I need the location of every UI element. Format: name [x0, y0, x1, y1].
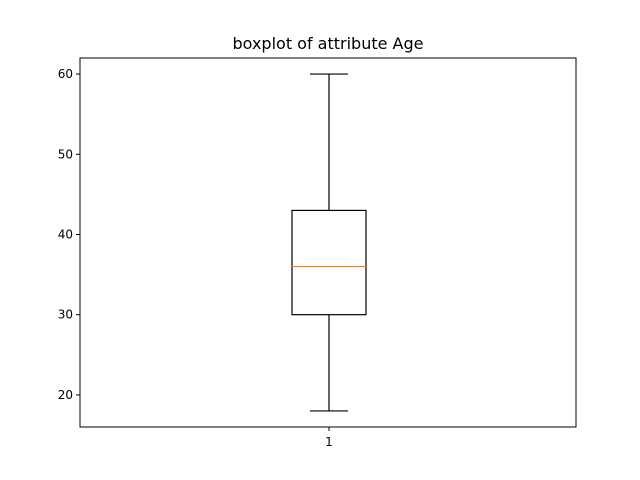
x-tick-label: 1: [325, 435, 333, 449]
x-axis: 1: [325, 427, 333, 449]
plot-area-frame: [79, 57, 577, 428]
y-tick-label: 50: [58, 147, 73, 161]
y-tick-label: 40: [58, 227, 73, 241]
y-axis: 20 30 40 50 60: [58, 67, 80, 402]
y-tick-label: 60: [58, 67, 73, 81]
boxplot-series: [291, 73, 367, 412]
chart-title: boxplot of attribute Age: [233, 34, 424, 53]
y-tick-label: 20: [58, 388, 73, 402]
y-tick-label: 30: [58, 308, 73, 322]
box-iqr: [291, 209, 367, 316]
